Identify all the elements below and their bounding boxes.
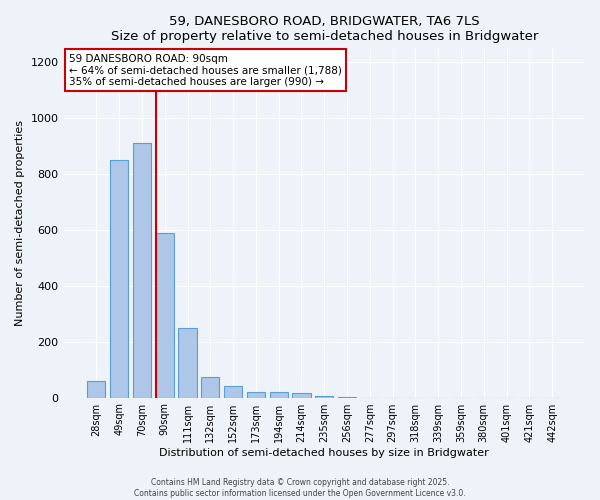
Text: Contains HM Land Registry data © Crown copyright and database right 2025.
Contai: Contains HM Land Registry data © Crown c… bbox=[134, 478, 466, 498]
Bar bbox=[269, 392, 288, 398]
Bar bbox=[155, 232, 174, 398]
Bar bbox=[315, 396, 334, 398]
X-axis label: Distribution of semi-detached houses by size in Bridgwater: Distribution of semi-detached houses by … bbox=[160, 448, 489, 458]
Bar bbox=[247, 392, 265, 398]
Bar bbox=[224, 386, 242, 398]
Bar bbox=[338, 397, 356, 398]
Y-axis label: Number of semi-detached properties: Number of semi-detached properties bbox=[15, 120, 25, 326]
Title: 59, DANESBORO ROAD, BRIDGWATER, TA6 7LS
Size of property relative to semi-detach: 59, DANESBORO ROAD, BRIDGWATER, TA6 7LS … bbox=[110, 15, 538, 43]
Bar bbox=[87, 381, 106, 398]
Bar bbox=[178, 328, 197, 398]
Bar bbox=[292, 394, 311, 398]
Bar bbox=[110, 160, 128, 398]
Text: 59 DANESBORO ROAD: 90sqm
← 64% of semi-detached houses are smaller (1,788)
35% o: 59 DANESBORO ROAD: 90sqm ← 64% of semi-d… bbox=[69, 54, 341, 87]
Bar bbox=[133, 144, 151, 398]
Bar bbox=[201, 376, 220, 398]
